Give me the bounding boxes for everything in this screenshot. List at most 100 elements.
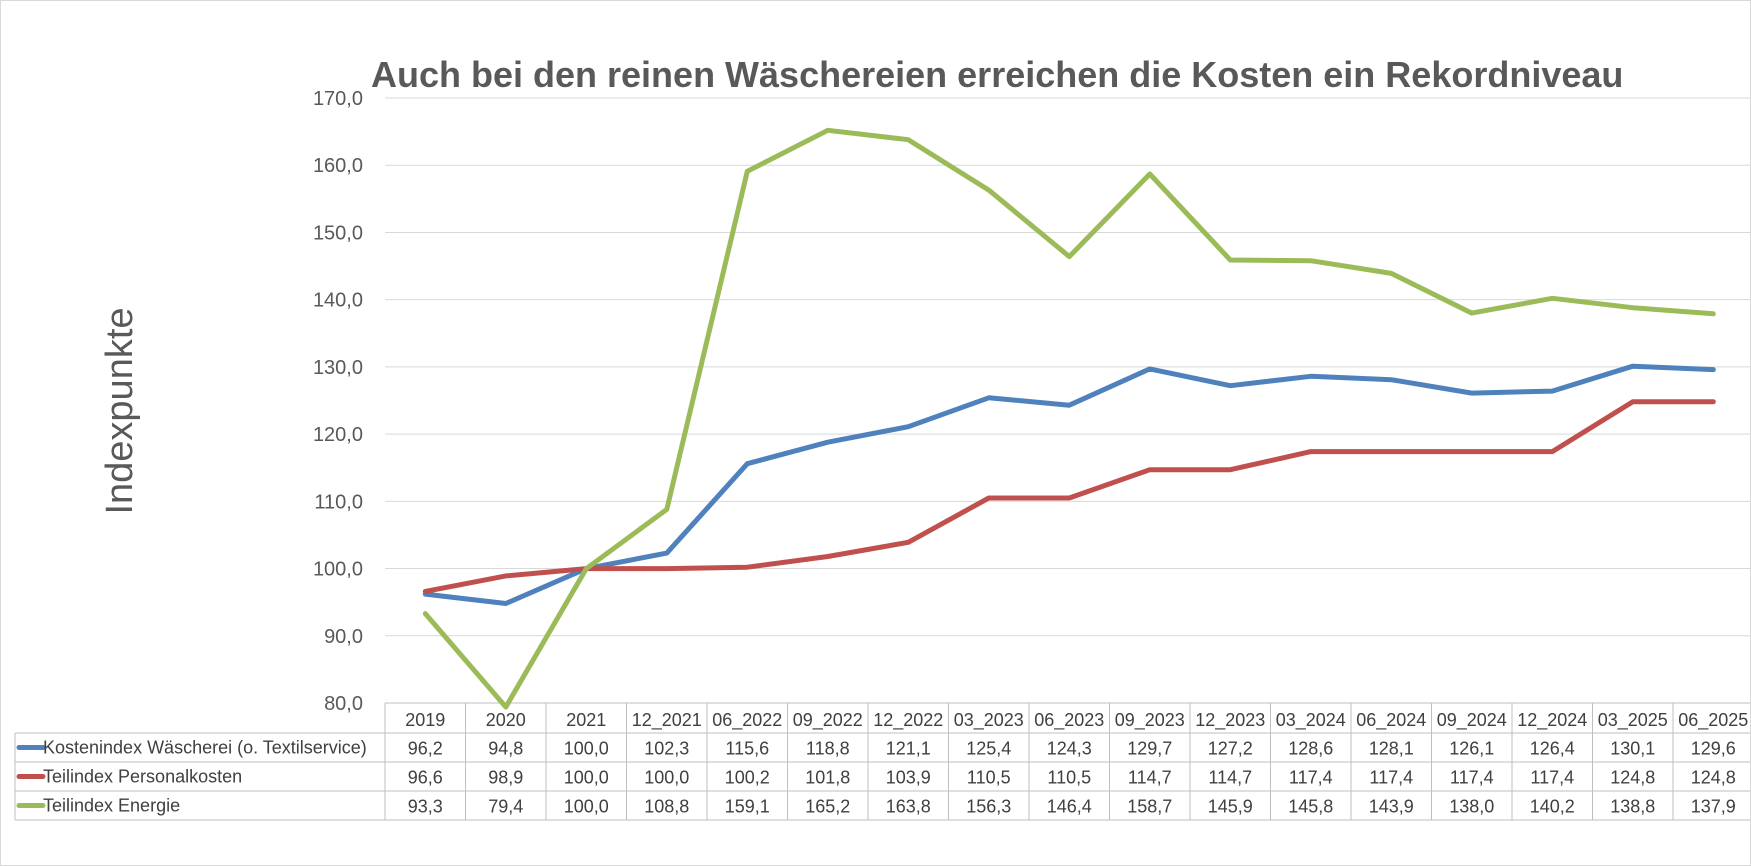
table-cell: 146,4 [1047, 797, 1092, 817]
data-point [1389, 449, 1394, 454]
table-cell: 96,6 [408, 768, 443, 788]
table-cell: 93,3 [408, 797, 443, 817]
x-tick-label: 03_2024 [1276, 710, 1346, 731]
table-cell: 124,3 [1047, 739, 1092, 759]
y-axis-label: Indexpunkte [99, 307, 141, 514]
table-cell: 100,0 [644, 768, 689, 788]
table-cell: 143,9 [1369, 797, 1414, 817]
table-cell: 124,8 [1610, 768, 1655, 788]
data-point [1550, 449, 1555, 454]
data-table: 2019 2020 2021 12_2021 06_2022 09_2022 12_2022… [14, 702, 1750, 821]
x-tick-label: 2021 [566, 710, 606, 730]
table-cell: 117,4 [1369, 768, 1413, 788]
table-cell: 129,7 [1127, 739, 1172, 759]
y-tick-label: 160,0 [313, 155, 363, 177]
x-tick-label: 06_2024 [1356, 710, 1426, 731]
table-cell: 138,0 [1449, 797, 1494, 817]
y-tick-label: 110,0 [314, 491, 363, 513]
table-cell: 156,3 [966, 797, 1011, 817]
chart-title: Auch bei den reinen Wäschereien erreiche… [371, 54, 1623, 95]
data-point [584, 566, 589, 571]
x-tick-label: 09_2024 [1437, 710, 1507, 731]
x-tick-label: 12_2022 [873, 710, 943, 731]
table-cell: 100,0 [564, 797, 609, 817]
table-cell: 138,8 [1610, 797, 1655, 817]
data-point [745, 461, 750, 466]
y-tick-label: 150,0 [313, 222, 363, 244]
table-cell: 117,4 [1450, 768, 1494, 788]
data-point [1067, 254, 1072, 259]
data-point [1308, 374, 1314, 379]
x-tick-label: 09_2023 [1115, 710, 1185, 731]
data-point [1228, 257, 1233, 263]
table-cell: 100,2 [725, 768, 770, 788]
data-point [1147, 171, 1153, 177]
y-axis-ticks: 80,0 90,0 100,0 110,0 120,0 130,0 140,0 150,0 16… [313, 88, 363, 715]
data-point [1228, 383, 1233, 388]
table-cell: 102,3 [644, 739, 689, 759]
y-tick-label: 130,0 [313, 357, 363, 379]
data-point [664, 550, 669, 556]
x-tick-label: 03_2023 [954, 710, 1024, 731]
data-point [1147, 366, 1153, 372]
table-cell: 126,4 [1530, 739, 1575, 759]
table-cell: 145,9 [1208, 797, 1253, 817]
table-cell: 125,4 [966, 739, 1011, 759]
data-point [825, 440, 830, 445]
data-point [1067, 495, 1072, 501]
table-cell: 128,1 [1369, 739, 1414, 759]
table-cell: 79,4 [488, 797, 523, 817]
x-tick-label: 2020 [486, 710, 526, 730]
table-cell: 117,4 [1530, 768, 1574, 788]
legend-entry: Teilindex Personalkosten [43, 767, 242, 787]
table-cell: 114,7 [1208, 768, 1252, 788]
table-cell: 129,6 [1691, 739, 1736, 759]
y-tick-label: 170,0 [313, 88, 363, 110]
data-point [1711, 367, 1716, 372]
table-cell: 128,6 [1288, 739, 1333, 759]
table-cell: 108,8 [644, 797, 689, 817]
table-cell: 124,8 [1691, 768, 1736, 788]
data-point [1469, 449, 1475, 454]
data-point [1550, 388, 1555, 394]
table-cell: 115,6 [725, 739, 769, 759]
x-tick-label: 2019 [405, 710, 445, 730]
data-point [986, 395, 991, 400]
data-point [986, 495, 991, 501]
data-point [906, 137, 911, 142]
table-cell: 117,4 [1289, 768, 1333, 788]
y-tick-label: 120,0 [313, 424, 363, 446]
data-point [664, 566, 669, 571]
data-point [1308, 258, 1314, 263]
table-cell: 100,0 [564, 739, 609, 759]
table-cell: 140,2 [1530, 797, 1575, 817]
data-point [1228, 467, 1233, 472]
table-cell: 158,7 [1127, 797, 1172, 817]
data-point [1389, 377, 1394, 382]
data-point [986, 187, 991, 193]
data-point [1469, 390, 1475, 396]
x-tick-label: 06_2023 [1034, 710, 1104, 731]
series-line [422, 127, 1716, 710]
data-point [1630, 399, 1636, 404]
data-point [1550, 296, 1555, 301]
x-tick-label: 06_2022 [712, 710, 782, 731]
data-point [745, 565, 750, 570]
table-cell: 130,1 [1610, 739, 1655, 759]
table-cell: 114,7 [1128, 768, 1172, 788]
x-tick-label: 06_2025 [1678, 710, 1748, 731]
table-cell: 118,8 [806, 739, 850, 759]
data-point [825, 554, 830, 559]
data-point [1469, 310, 1475, 316]
x-tick-label: 03_2025 [1598, 710, 1668, 731]
table-cell: 165,2 [805, 797, 850, 817]
table-cell: 110,5 [1047, 768, 1091, 788]
data-point [825, 128, 830, 133]
data-point [1389, 271, 1394, 276]
y-tick-label: 140,0 [313, 290, 363, 312]
data-point [1711, 399, 1716, 404]
table-cell: 159,1 [725, 797, 770, 817]
data-point [503, 704, 508, 710]
data-point [423, 611, 428, 616]
